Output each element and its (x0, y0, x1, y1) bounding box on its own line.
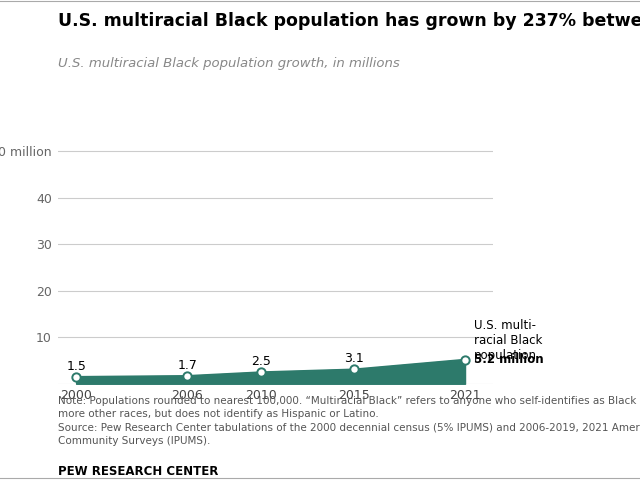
Text: 5.2 million: 5.2 million (474, 353, 544, 367)
Text: U.S. multi-
racial Black
population: U.S. multi- racial Black population (474, 319, 543, 362)
Point (256, 368, 266, 376)
Text: Note: Populations rounded to nearest 100,000. “Multiracial Black” refers to anyo: Note: Populations rounded to nearest 100… (58, 396, 640, 446)
Text: 3.1: 3.1 (344, 352, 364, 365)
Point (349, 366, 359, 373)
Point (71, 373, 81, 381)
Text: 2.5: 2.5 (252, 355, 271, 368)
Point (182, 372, 193, 380)
Text: U.S. multiracial Black population has grown by 237% between 2000 and 2021: U.S. multiracial Black population has gr… (58, 12, 640, 31)
Point (460, 356, 470, 364)
Text: 1.5: 1.5 (66, 360, 86, 372)
Text: U.S. multiracial Black population growth, in millions: U.S. multiracial Black population growth… (58, 57, 399, 69)
Text: PEW RESEARCH CENTER: PEW RESEARCH CENTER (58, 465, 218, 478)
Text: 1.7: 1.7 (177, 359, 197, 371)
